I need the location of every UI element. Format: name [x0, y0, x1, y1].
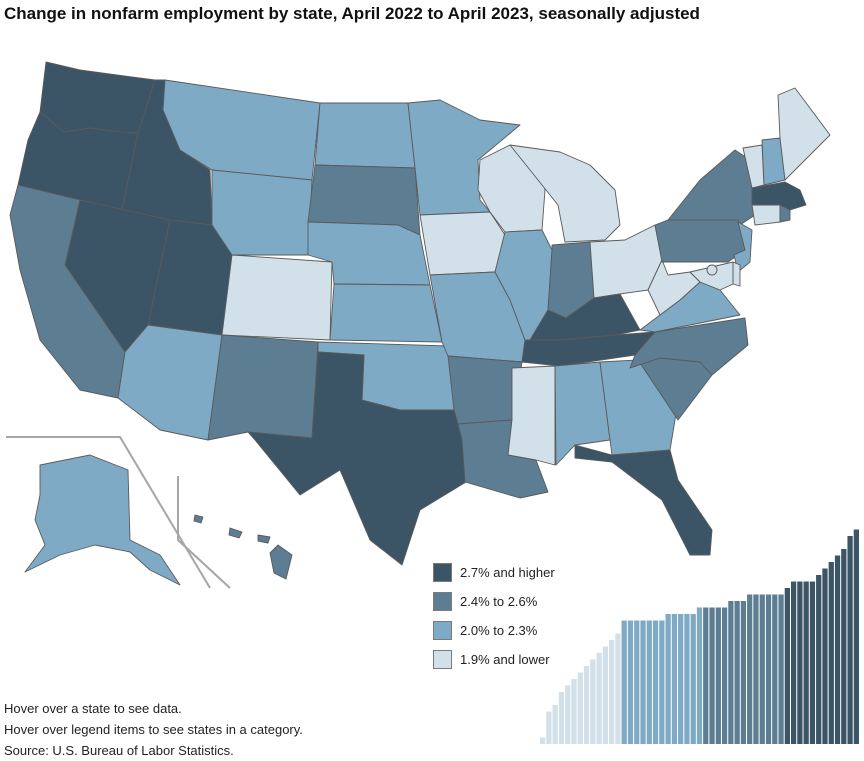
histogram-bar[interactable] — [828, 562, 834, 744]
state-CA[interactable] — [9, 184, 126, 399]
histogram-bar[interactable] — [577, 672, 583, 745]
notes: Hover over a state to see data. Hover ov… — [4, 698, 303, 761]
histogram-bar[interactable] — [634, 620, 640, 745]
histogram-bar[interactable] — [540, 737, 546, 745]
source-note: Source: U.S. Bureau of Labor Statistics. — [4, 743, 234, 758]
histogram-bar[interactable] — [747, 594, 753, 745]
histogram-bar[interactable] — [721, 607, 728, 745]
histogram-bar[interactable] — [803, 581, 809, 745]
hover-legend-note: Hover over legend items to see states in… — [4, 722, 303, 737]
legend-item-mid-low[interactable]: 2.0% to 2.3% — [433, 620, 555, 640]
legend-item-mid-high[interactable]: 2.4% to 2.6% — [433, 591, 555, 611]
state-MD[interactable] — [689, 261, 734, 291]
histogram-bar[interactable] — [558, 692, 565, 744]
histogram-bar[interactable] — [715, 607, 721, 745]
histogram-bar[interactable] — [621, 620, 627, 745]
histogram-bar[interactable] — [822, 568, 828, 745]
hawaii-inset-border — [177, 476, 231, 589]
histogram-bar[interactable] — [841, 549, 847, 744]
histogram-bar[interactable] — [765, 594, 772, 745]
state-WY[interactable] — [211, 169, 313, 256]
state-FL[interactable] — [574, 444, 713, 556]
histogram-bar[interactable] — [659, 620, 665, 745]
legend-swatch — [433, 620, 452, 640]
histogram-bar[interactable] — [772, 594, 778, 745]
state-TX[interactable] — [247, 351, 467, 566]
legend-label: 2.0% to 2.3% — [460, 622, 538, 638]
histogram-bar[interactable] — [640, 620, 646, 745]
state-DC[interactable] — [706, 264, 718, 276]
legend-item-high[interactable]: 2.7% and higher — [433, 562, 555, 582]
histogram-bar[interactable] — [784, 588, 790, 744]
legend: 2.7% and higher 2.4% to 2.6% 2.0% to 2.3… — [433, 562, 555, 678]
histogram-bar[interactable] — [690, 614, 696, 744]
histogram-bar[interactable] — [684, 614, 690, 744]
state-ME[interactable] — [777, 87, 831, 181]
histogram-bar[interactable] — [552, 705, 558, 744]
histogram-bar[interactable] — [734, 601, 740, 744]
histogram-bar[interactable] — [546, 711, 552, 745]
histogram-bar[interactable] — [615, 633, 621, 745]
histogram-bar[interactable] — [571, 679, 577, 744]
histogram-bar[interactable] — [834, 555, 841, 745]
histogram-bar[interactable] — [696, 607, 703, 745]
histogram-bar[interactable] — [565, 685, 571, 745]
alaska-inset-border — [6, 436, 211, 589]
state-HI[interactable] — [193, 514, 293, 580]
histogram-bar[interactable] — [728, 601, 734, 744]
histogram-bar[interactable] — [797, 581, 803, 745]
histogram-bar[interactable] — [703, 607, 709, 745]
histogram-bar[interactable] — [602, 646, 609, 745]
hover-state-note: Hover over a state to see data. — [4, 701, 182, 716]
histogram-bar[interactable] — [609, 640, 615, 744]
histogram-bar[interactable] — [740, 601, 747, 744]
legend-label: 2.7% and higher — [460, 564, 555, 580]
state-MI[interactable] — [509, 144, 621, 243]
legend-label: 2.4% to 2.6% — [460, 593, 538, 609]
histogram-bar[interactable] — [853, 529, 859, 745]
histogram-bar[interactable] — [583, 666, 590, 744]
legend-swatch — [433, 562, 452, 582]
histogram-bar[interactable] — [646, 620, 652, 745]
histogram-bar[interactable] — [778, 594, 784, 745]
chart-title: Change in nonfarm employment by state, A… — [4, 4, 700, 23]
histogram-bar[interactable] — [665, 614, 671, 744]
state-NC[interactable] — [629, 317, 749, 376]
state-RI[interactable] — [779, 204, 791, 223]
legend-swatch — [433, 649, 452, 669]
histogram-bar[interactable] — [809, 581, 816, 745]
histogram-bar[interactable] — [753, 594, 759, 745]
histogram-bar[interactable] — [590, 659, 596, 745]
legend-item-low[interactable]: 1.9% and lower — [433, 649, 555, 669]
histogram-bar[interactable] — [652, 620, 659, 745]
histogram-bar[interactable] — [671, 614, 678, 744]
legend-label: 1.9% and lower — [460, 651, 550, 667]
histogram-bar[interactable] — [678, 614, 684, 744]
state-AK[interactable] — [24, 454, 181, 586]
histogram-bar[interactable] — [709, 607, 715, 745]
histogram-bar[interactable] — [816, 575, 822, 744]
histogram-bar[interactable] — [627, 620, 634, 745]
histogram-bar[interactable] — [790, 581, 797, 745]
histogram-bar[interactable] — [759, 594, 765, 745]
state-AL[interactable] — [554, 361, 611, 466]
histogram-bar[interactable] — [596, 653, 602, 744]
legend-swatch — [433, 591, 452, 611]
histogram-bar[interactable] — [847, 536, 853, 744]
